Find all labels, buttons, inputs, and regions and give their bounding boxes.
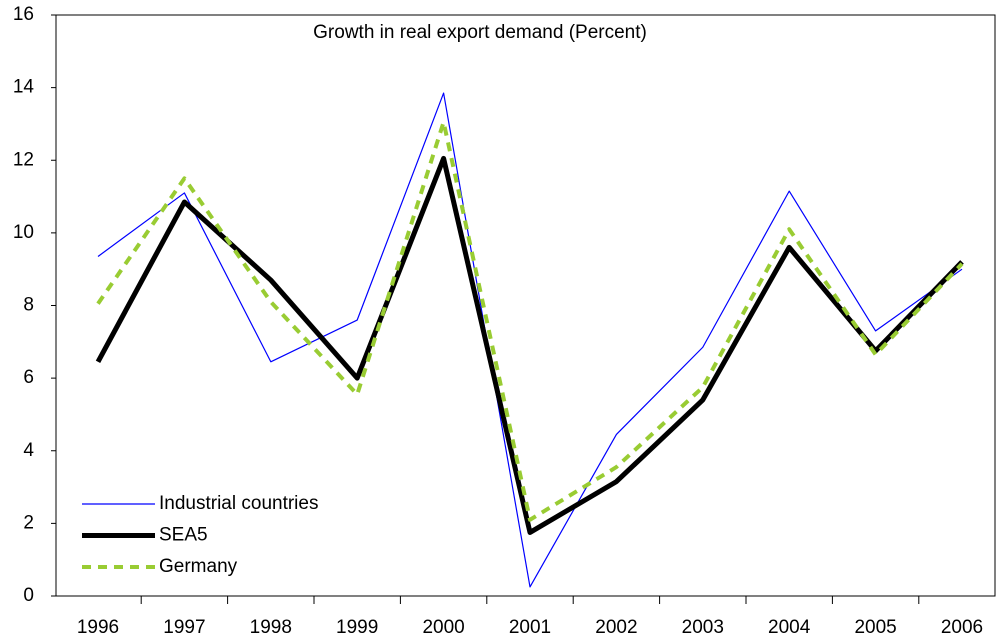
series-line [95, 155, 964, 535]
x-tick-label: 1997 [163, 617, 205, 638]
y-tick-label: 0 [23, 585, 34, 606]
x-tick-label: 2005 [854, 617, 896, 638]
series-line [97, 92, 963, 588]
legend-label: Industrial countries [159, 493, 318, 514]
x-tick-label: 2003 [682, 617, 724, 638]
x-tick-label: 2000 [422, 617, 464, 638]
y-tick-label: 2 [23, 512, 34, 533]
y-tick-label: 6 [23, 367, 34, 388]
x-tick-label: 2002 [595, 617, 637, 638]
x-tick-label: 2001 [509, 617, 551, 638]
legend-label: Germany [159, 556, 238, 577]
x-tick-label: 2006 [941, 617, 983, 638]
chart-title: Growth in real export demand (Percent) [313, 22, 647, 43]
series-line [96, 120, 964, 522]
y-tick-label: 8 [23, 295, 34, 316]
y-tick-label: 12 [13, 149, 34, 170]
x-tick-label: 1998 [250, 617, 292, 638]
x-tick-label: 1999 [336, 617, 378, 638]
y-tick-label: 16 [13, 4, 34, 25]
y-tick-label: 4 [23, 440, 34, 461]
x-tick-label: 2004 [768, 617, 811, 638]
legend-label: SEA5 [159, 525, 208, 546]
x-tick-label: 1996 [77, 617, 119, 638]
y-tick-label: 14 [13, 77, 35, 98]
y-tick-label: 10 [13, 222, 34, 243]
